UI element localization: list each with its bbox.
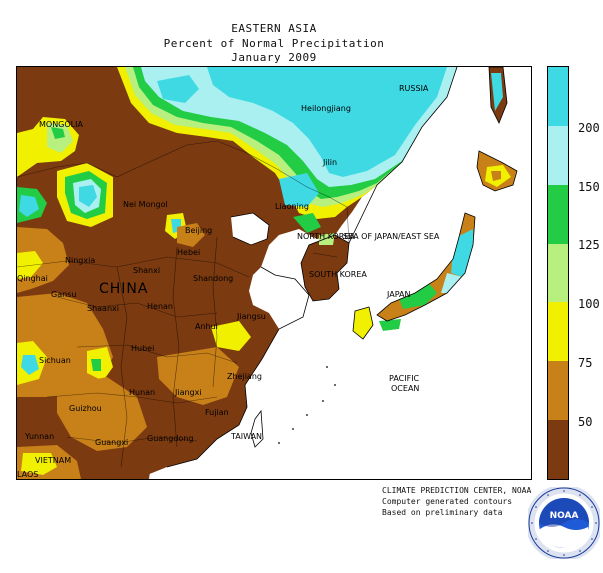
map-label: Guizhou [69, 404, 102, 413]
map-label: Nei Mongol [123, 200, 168, 209]
legend-tick: 75 [578, 356, 593, 370]
map-label: JAPAN [386, 290, 410, 299]
map-label: VIETNAM [35, 456, 71, 465]
map-label: Guangxi [95, 438, 128, 447]
legend-swatch [548, 125, 568, 185]
map-label: Liaoning [275, 202, 309, 211]
map-label: OCEAN [391, 384, 419, 393]
color-legend [547, 66, 569, 480]
map-label: Shandong [193, 274, 233, 283]
east-sea [337, 97, 465, 315]
noaa-logo-text: NOAA [550, 511, 579, 521]
map-label: Jiangxi [174, 388, 202, 397]
map-label: Jiangsu [236, 312, 266, 321]
map-label: Hebei [177, 248, 200, 257]
credit-line: CLIMATE PREDICTION CENTER, NOAA [382, 486, 532, 495]
map-label: Henan [147, 302, 173, 311]
map-label: Guangdong [147, 434, 193, 443]
bohai-sea [231, 213, 269, 245]
map-label: SOUTH KOREA [309, 270, 367, 279]
map-subtitle: Percent of Normal Precipitation [163, 37, 385, 50]
map-label: Beijing [185, 226, 212, 235]
legend-swatch [548, 184, 568, 244]
hainan-land [137, 465, 151, 479]
map-label: LAOS [17, 470, 38, 479]
map-label: Heilongjiang [301, 104, 351, 113]
map-label: NORTH KOREA [297, 232, 355, 241]
legend-tick: 100 [578, 297, 600, 311]
map-label: CHINA [99, 281, 148, 297]
mainland-land [17, 67, 531, 479]
yellow-sea [249, 267, 309, 329]
map-label: Zhejiang [227, 372, 262, 381]
noaa-logo-icon: NOAA [525, 484, 603, 562]
map-label: Shaanxi [87, 304, 119, 313]
map-label: Hunan [129, 388, 155, 397]
map-label: TAIWAN [230, 432, 262, 441]
legend-swatch [548, 302, 568, 362]
legend-tick: 200 [578, 121, 600, 135]
map-label: Shanxi [133, 266, 160, 275]
korea-land [301, 235, 349, 301]
legend-tick: 50 [578, 415, 593, 429]
map-label: Hubei [131, 344, 154, 353]
legend-tick: 125 [578, 238, 600, 252]
precipitation-map: MONGOLIA RUSSIA Heilongjiang Jilin Nei M… [16, 66, 532, 480]
map-label: PACIFIC [389, 374, 420, 383]
legend-swatch [548, 420, 568, 479]
map-label: Ningxia [65, 256, 95, 265]
map-label: Sichuan [39, 356, 71, 365]
map-label: Anhui [195, 322, 218, 331]
map-label: SEA OF JAPAN/EAST SEA [343, 232, 440, 241]
japan-kyushu [353, 307, 373, 339]
map-label: Fujian [205, 408, 229, 417]
credit-line: Computer generated contours [382, 497, 513, 506]
map-label: RUSSIA [399, 84, 429, 93]
map-label: Yunnan [24, 432, 54, 441]
legend-swatch [548, 67, 568, 126]
credit-line: Based on preliminary data [382, 508, 503, 517]
map-label: Qinghai [17, 274, 48, 283]
legend-swatch [548, 361, 568, 421]
legend-tick: 150 [578, 180, 600, 194]
japan-shikoku [379, 319, 401, 331]
legend-swatch [548, 243, 568, 303]
map-label: MONGOLIA [39, 120, 83, 129]
map-date: January 2009 [231, 51, 317, 64]
map-title: EASTERN ASIA [231, 22, 317, 35]
map-label: Gansu [51, 290, 76, 299]
map-label: Jilin [322, 158, 337, 167]
